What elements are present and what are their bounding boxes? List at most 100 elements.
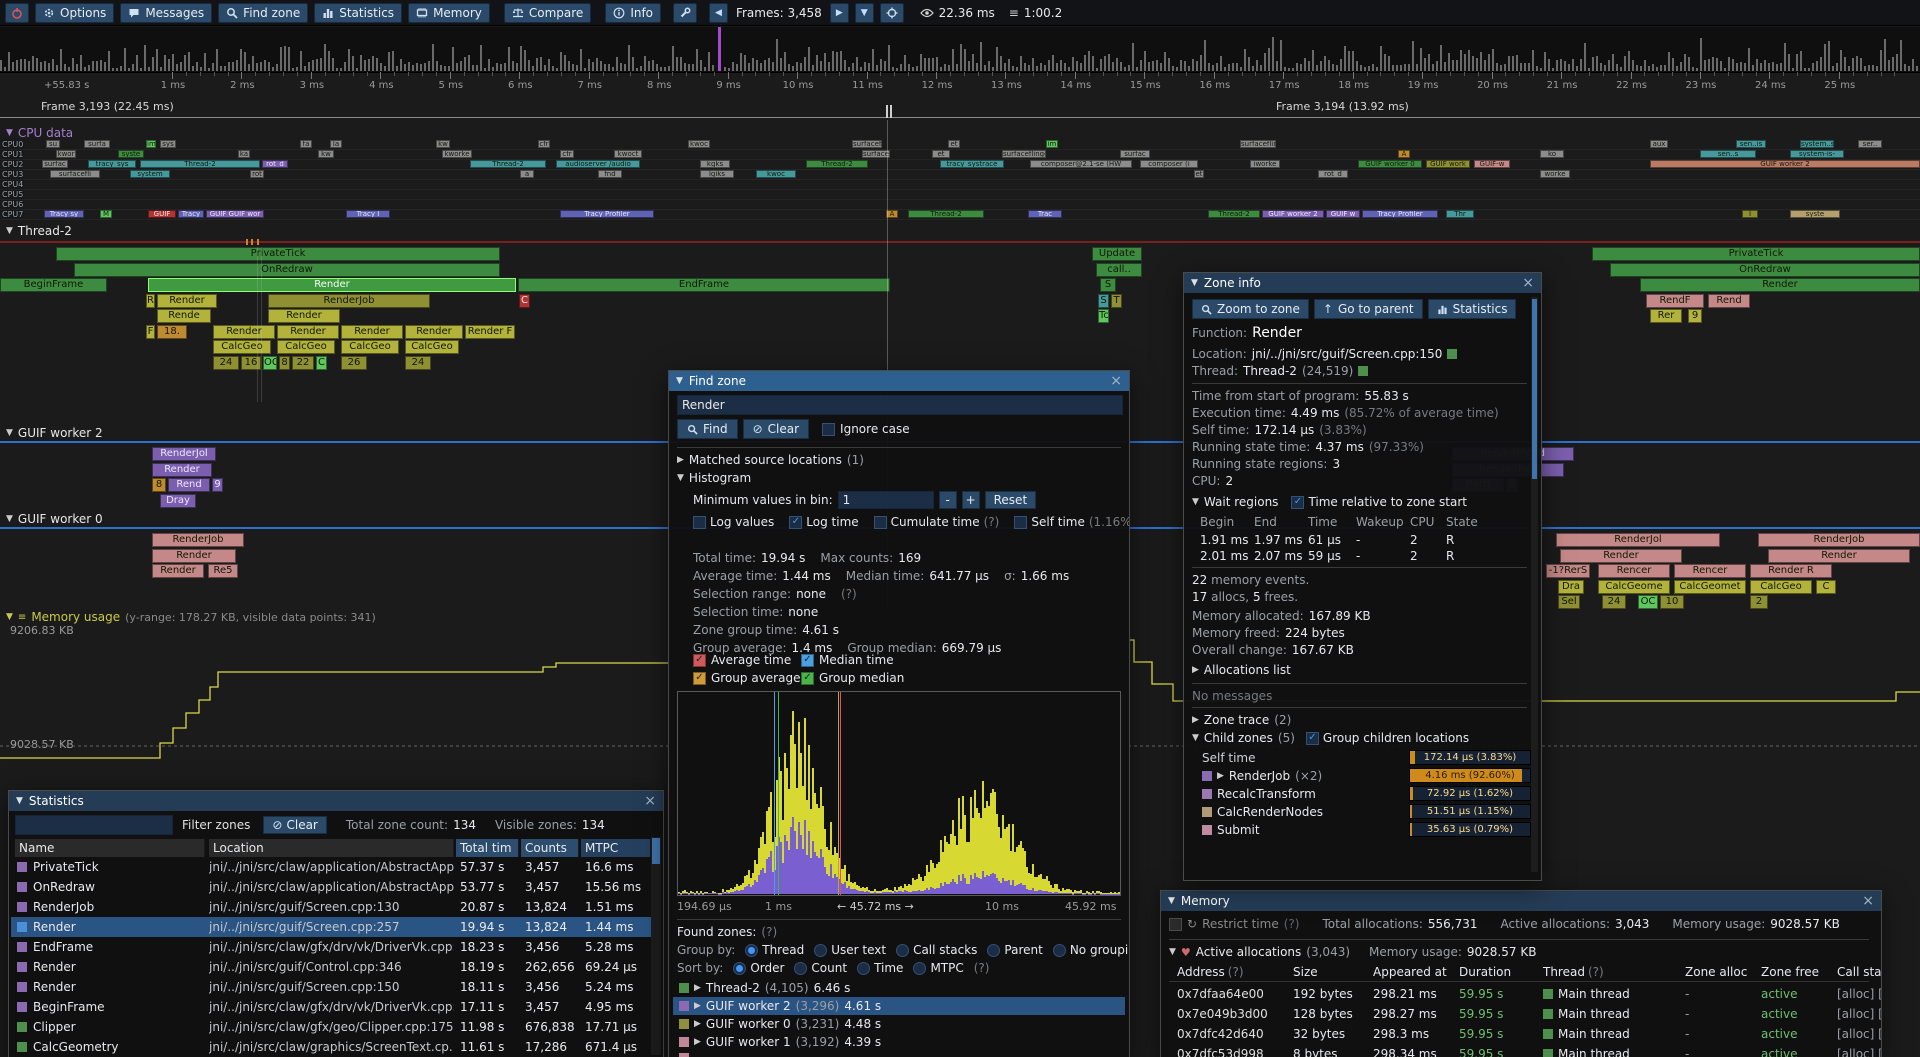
checkbox[interactable] — [693, 515, 706, 529]
cpu-zone[interactable]: kwoct — [614, 150, 642, 158]
thread-header[interactable]: ▼ GUIF worker 0 — [6, 512, 103, 526]
go-to-parent-button[interactable]: ↑ Go to parent — [1313, 299, 1423, 319]
location-value[interactable]: jni/../jni/src/guif/Screen.cpp:150 — [1251, 347, 1443, 361]
call-stack[interactable]: [alloc] [fre — [1837, 1047, 1881, 1057]
timeline-zone[interactable]: Dra — [1558, 579, 1584, 594]
timeline-zone[interactable]: OnRedraw — [1610, 262, 1920, 277]
cpu-zone[interactable]: GUIF work — [1426, 160, 1470, 168]
thread-header[interactable]: ▼ Thread-2 — [6, 224, 72, 238]
allocation-appeared[interactable]: 298.3 ms — [1373, 1027, 1430, 1041]
restrict-time-checkbox[interactable]: ↻ Restrict time (?) — [1169, 917, 1299, 931]
histogram-option[interactable]: ✓ Log time — [789, 515, 859, 529]
timeline-zone[interactable]: 8 — [279, 355, 290, 370]
cpu-zone[interactable]: surfac — [42, 160, 68, 168]
radio-button[interactable] — [896, 943, 910, 957]
find-zone-search-input[interactable] — [677, 395, 1123, 415]
message-marker[interactable] — [257, 239, 259, 245]
timeline-zone[interactable]: CalcGeo — [213, 340, 271, 354]
timeline-zone[interactable]: Rend — [168, 478, 210, 492]
message-marker[interactable] — [251, 239, 253, 245]
memory-column-header[interactable]: Thread (?) — [1543, 965, 1604, 979]
cpu-zone[interactable]: et — [948, 140, 960, 148]
statistics-column-header[interactable]: Location — [209, 839, 454, 857]
statistics-titlebar[interactable]: ▼ Statistics × — [9, 791, 663, 811]
zone-info-titlebar[interactable]: ▼ Zone info × — [1184, 273, 1541, 293]
timeline-zone[interactable]: Rencer — [1598, 564, 1670, 578]
timeline-zone[interactable]: 16 — [241, 355, 261, 370]
cpu-zone[interactable]: fa — [300, 140, 312, 148]
call-stack[interactable]: [alloc] [fre — [1837, 987, 1881, 1001]
timeline-zone[interactable]: Render — [1768, 548, 1910, 563]
timeline-zone[interactable]: 10 — [1660, 595, 1684, 609]
cpu-zone[interactable]: I — [1742, 210, 1758, 218]
cpu-zone[interactable]: et — [932, 150, 950, 158]
statistics-row-location[interactable]: jni/../jni/src/guif/Control.cpp:346 — [209, 960, 402, 974]
timeline-zone[interactable]: CalcGeome — [1598, 579, 1670, 594]
cpu-zone[interactable]: surfacefli — [50, 170, 100, 178]
ignore-case-checkbox[interactable]: Ignore case — [822, 422, 910, 436]
cpu-zone[interactable]: im — [1046, 140, 1058, 148]
statistics-row-name[interactable]: Render — [33, 960, 76, 974]
memory-column-header[interactable]: Duration — [1459, 965, 1511, 979]
matched-source-locations[interactable]: ▶ Matched source locations (1) — [677, 453, 864, 467]
histogram-option[interactable]: Cumulate time (?) — [873, 515, 999, 529]
child-zone-row[interactable]: Self time — [1202, 751, 1255, 765]
timeline-zone[interactable]: RenderJob — [152, 533, 244, 547]
found-zone-group[interactable]: ▶ Thread-2 (4,105) 6.46 s — [679, 981, 850, 995]
active-allocations-header[interactable]: ▼ ♥ Active allocations (3,043) Memory usage:… — [1169, 945, 1536, 959]
cpu-zone[interactable]: surfacef — [852, 140, 882, 148]
statistics-clear-button[interactable]: ⊘ Clear — [263, 816, 327, 834]
call-stack[interactable]: [alloc] [fre — [1837, 1027, 1881, 1041]
radio-button[interactable] — [1052, 943, 1066, 957]
group-by-option[interactable]: Parent — [987, 943, 1043, 957]
checkbox[interactable]: ✓ — [693, 653, 706, 667]
timeline-zone[interactable]: 24 — [213, 355, 239, 370]
timeline-zone[interactable]: 9 — [1688, 309, 1702, 323]
find-zone-titlebar[interactable]: ▼ Find zone × — [669, 371, 1129, 391]
timeline-zone[interactable]: Rende — [157, 309, 211, 323]
cpu-zone[interactable]: sen..s — [1700, 150, 1756, 158]
cpu-zone[interactable]: surfaceflinger — [1002, 150, 1046, 158]
timeline-zone[interactable]: RenderJol — [1556, 533, 1720, 547]
checkbox[interactable]: ✓ — [1305, 731, 1319, 745]
cpu-zone[interactable]: Thread-2 — [806, 160, 868, 168]
cpu-zone[interactable]: A — [886, 210, 898, 218]
wait-column-header[interactable]: Wakeup — [1356, 515, 1404, 529]
timeline-zone[interactable]: RendF — [1646, 293, 1704, 308]
cpu-zone[interactable]: GUIF GUIF wor — [206, 210, 264, 218]
timeline-zone[interactable]: C — [1816, 579, 1836, 594]
timeline-zone[interactable]: Render — [1560, 548, 1682, 563]
statistics-button[interactable]: Statistics — [1427, 299, 1517, 319]
cpu-zone[interactable]: tracy_systrace — [940, 160, 1004, 168]
timeline-zone[interactable]: call.. — [1096, 262, 1142, 277]
cpu-zone[interactable]: GUIF worker 0 — [1358, 160, 1422, 168]
filter-zones-input[interactable] — [15, 815, 173, 835]
cpu-zone[interactable]: Trac — [1028, 210, 1062, 218]
cpu-zone[interactable]: system — [130, 170, 170, 178]
timeline-zone[interactable]: S — [1100, 278, 1116, 292]
group-by-option[interactable]: No groupi — [1052, 943, 1128, 957]
collapse-icon[interactable]: ▼ — [1169, 947, 1176, 957]
frame-label-left[interactable]: Frame 3,193 (22.45 ms) — [35, 100, 180, 113]
timeline-zone[interactable]: Update — [1092, 247, 1142, 261]
cpu-zone[interactable]: a — [520, 170, 534, 178]
timeline-zone[interactable]: Render — [341, 324, 403, 339]
collapse-icon[interactable]: ▼ — [1192, 733, 1199, 743]
statistics-row-location[interactable]: jni/../jni/src/claw/graphics/ScreenText.… — [209, 1040, 454, 1054]
statistics-row-name[interactable]: Clipper — [33, 1020, 76, 1034]
cpu-zone[interactable]: GUIF w — [1326, 210, 1360, 218]
cpu-zone[interactable]: audioserver /audio — [556, 160, 640, 168]
group-by-option[interactable]: Call stacks — [896, 943, 977, 957]
cpu-zone[interactable]: surfacef — [862, 150, 890, 158]
cpu-zone[interactable]: composer@2.1-se (HW — [1030, 160, 1132, 168]
timeline-zone[interactable]: 24 — [1602, 595, 1626, 609]
cpu-zone[interactable]: Tracy Profiler — [560, 210, 654, 218]
child-zones-header[interactable]: ▼ Child zones (5) ✓ Group children locations — [1192, 731, 1469, 745]
statistics-row-location[interactable]: jni/../jni/src/guif/Screen.cpp:130 — [209, 900, 400, 914]
timeline-zone[interactable]: -1?RerS — [1546, 564, 1590, 578]
cpu-zone[interactable]: surfaceflinge — [1240, 140, 1276, 148]
child-zone-row[interactable]: CalcRenderNodes — [1202, 805, 1323, 819]
timeline-zone[interactable]: CalcGeo — [277, 340, 335, 354]
cpu-data-header[interactable]: ▼ CPU data — [6, 126, 73, 140]
timeline-zone[interactable]: Render — [1640, 278, 1920, 292]
